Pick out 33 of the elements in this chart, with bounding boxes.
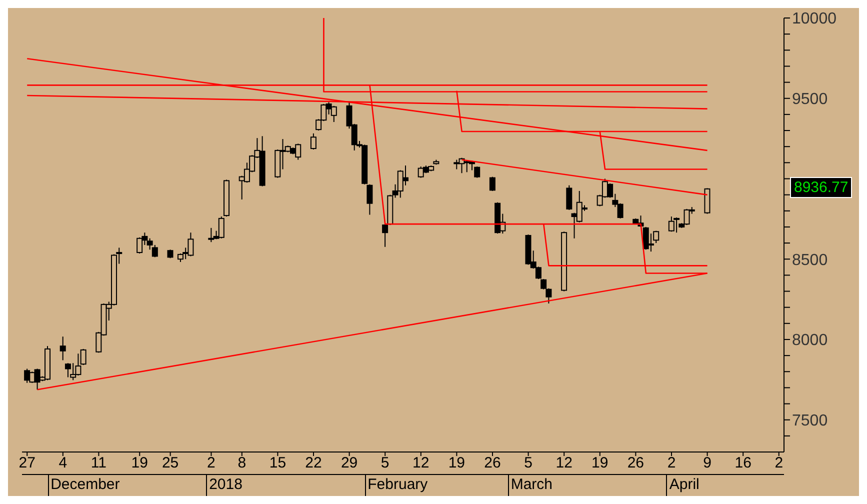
x-tick-label: 12 bbox=[556, 454, 572, 472]
text: April bbox=[666, 474, 700, 496]
y-tick-label: 8500 bbox=[792, 252, 828, 269]
x-tick-label: 12 bbox=[412, 454, 430, 472]
x-tick-label: 15 bbox=[269, 454, 286, 472]
x-tick-label: 4 bbox=[58, 454, 68, 472]
y-tick-label: 7500 bbox=[792, 412, 828, 430]
x-tick-label: 19 bbox=[592, 454, 608, 472]
text: March bbox=[508, 474, 553, 496]
x-tick-label: 16 bbox=[734, 454, 752, 472]
x-tick-label: 2 bbox=[207, 454, 216, 472]
x-tick-label: 27 bbox=[18, 454, 36, 472]
x-tick-label: 26 bbox=[484, 454, 501, 472]
x-tick-label: 22 bbox=[305, 454, 322, 472]
x-tick-label: 2 bbox=[774, 454, 784, 472]
y-tick-label: 9500 bbox=[792, 91, 828, 108]
x-tick-label: 5 bbox=[524, 454, 532, 472]
y-tick-label: 10000 bbox=[792, 10, 837, 28]
x-tick-label: 25 bbox=[162, 454, 179, 472]
text: February bbox=[364, 474, 428, 496]
x-tick-label: 19 bbox=[131, 454, 148, 472]
x-tick-label: 29 bbox=[340, 454, 358, 472]
x-tick-label: 2 bbox=[667, 454, 676, 472]
x-tick-label: 9 bbox=[703, 454, 712, 472]
text: 8936.77 bbox=[790, 176, 852, 198]
y-tick-label: 8000 bbox=[792, 332, 828, 350]
x-tick-label: 5 bbox=[380, 454, 390, 472]
text: 2018 bbox=[206, 474, 242, 496]
x-tick-label: 11 bbox=[90, 454, 106, 472]
x-tick-label: 19 bbox=[448, 454, 466, 472]
text: December bbox=[48, 474, 120, 496]
x-tick-label: 8 bbox=[238, 454, 246, 472]
x-tick-label: 26 bbox=[627, 454, 644, 472]
